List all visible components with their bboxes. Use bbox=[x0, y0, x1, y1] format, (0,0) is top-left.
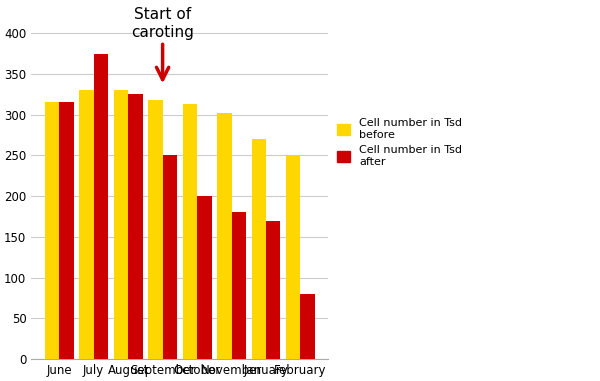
Bar bbox=[148, 100, 163, 359]
Bar bbox=[301, 294, 315, 359]
Bar bbox=[113, 90, 128, 359]
Bar bbox=[251, 139, 266, 359]
Bar bbox=[182, 104, 197, 359]
Bar bbox=[79, 90, 94, 359]
Text: Start of
caroting: Start of caroting bbox=[131, 7, 194, 40]
Bar bbox=[163, 155, 177, 359]
Bar bbox=[217, 113, 232, 359]
Bar bbox=[59, 102, 74, 359]
Bar bbox=[266, 221, 280, 359]
Bar bbox=[94, 54, 108, 359]
Bar bbox=[197, 196, 212, 359]
Bar bbox=[232, 211, 246, 359]
Bar bbox=[128, 94, 143, 359]
Bar bbox=[286, 155, 301, 359]
Bar bbox=[45, 102, 59, 359]
Legend: Cell number in Tsd
before, Cell number in Tsd
after: Cell number in Tsd before, Cell number i… bbox=[337, 118, 462, 167]
